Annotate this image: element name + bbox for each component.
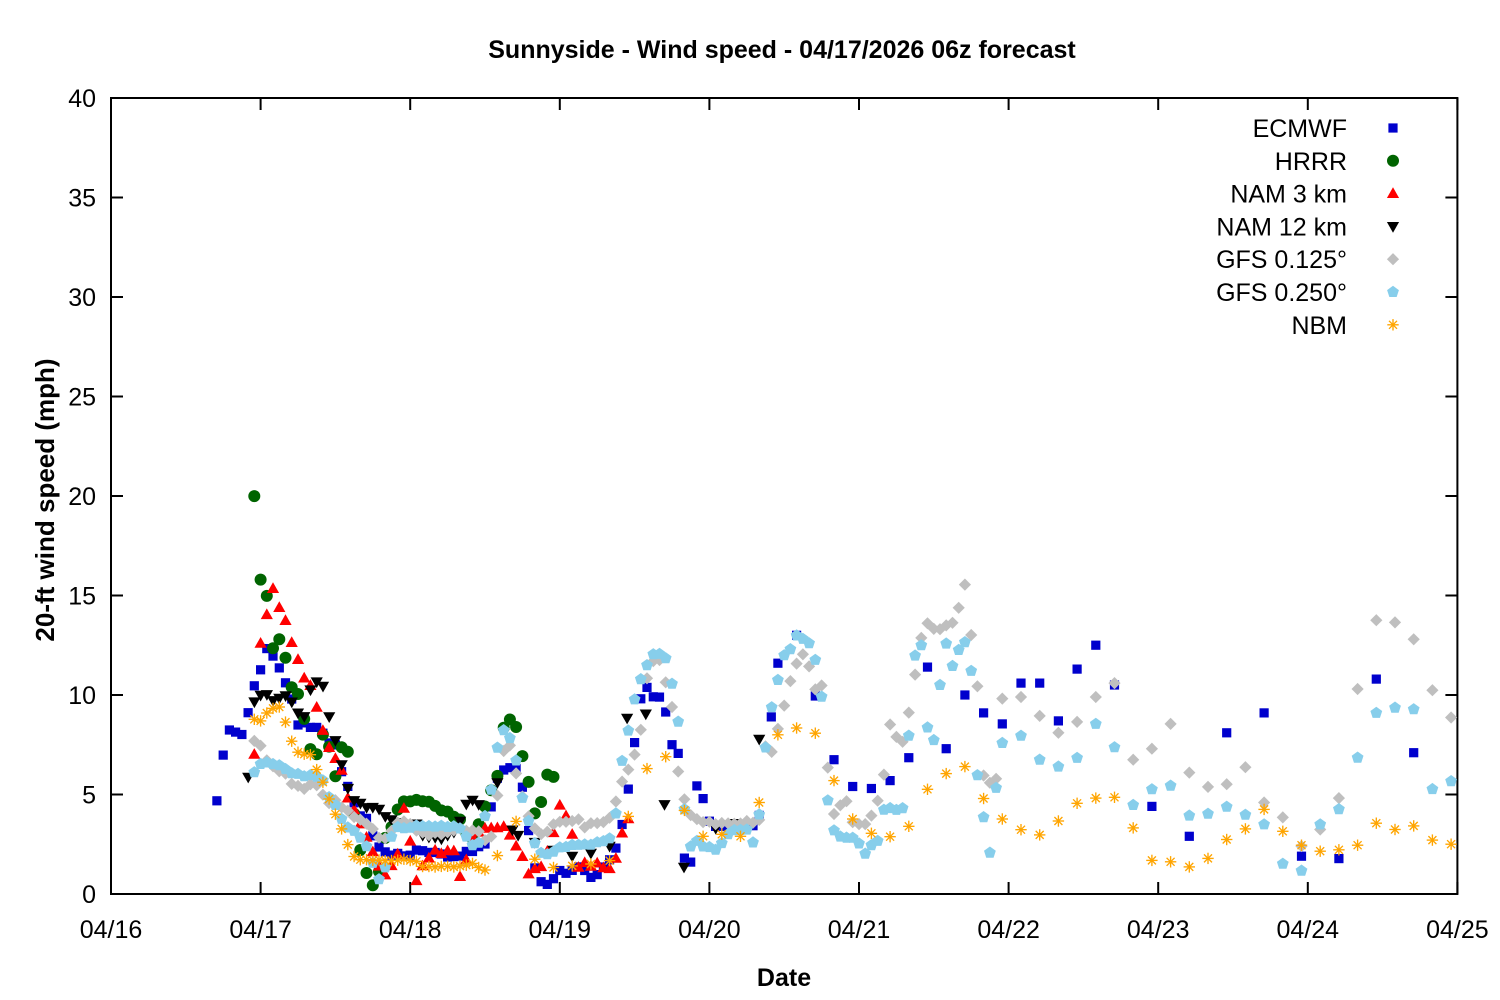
svg-text:10: 10 xyxy=(68,682,96,710)
svg-text:GFS 0.125°: GFS 0.125° xyxy=(1216,246,1347,274)
svg-text:04/22: 04/22 xyxy=(977,916,1040,944)
svg-text:04/20: 04/20 xyxy=(678,916,741,944)
svg-text:5: 5 xyxy=(82,782,96,810)
svg-text:GFS 0.250°: GFS 0.250° xyxy=(1216,279,1347,307)
svg-text:30: 30 xyxy=(68,284,96,312)
svg-text:25: 25 xyxy=(68,384,96,412)
svg-text:NAM 12 km: NAM 12 km xyxy=(1216,213,1347,241)
svg-text:NBM: NBM xyxy=(1291,312,1347,340)
svg-text:0: 0 xyxy=(82,881,96,909)
svg-text:04/23: 04/23 xyxy=(1127,916,1190,944)
svg-text:04/16: 04/16 xyxy=(80,916,143,944)
svg-text:Sunnyside - Wind speed - 04/17: Sunnyside - Wind speed - 04/17/2026 06z … xyxy=(488,36,1076,64)
svg-text:15: 15 xyxy=(68,583,96,611)
svg-text:20-ft wind speed (mph): 20-ft wind speed (mph) xyxy=(30,358,60,641)
svg-text:35: 35 xyxy=(68,185,96,213)
svg-text:04/21: 04/21 xyxy=(828,916,891,944)
svg-text:HRRR: HRRR xyxy=(1275,148,1347,176)
svg-text:Date: Date xyxy=(757,964,811,992)
svg-text:ECMWF: ECMWF xyxy=(1253,115,1347,143)
svg-text:20: 20 xyxy=(68,483,96,511)
svg-text:04/18: 04/18 xyxy=(379,916,442,944)
svg-text:NAM 3 km: NAM 3 km xyxy=(1230,181,1347,209)
svg-text:04/19: 04/19 xyxy=(529,916,592,944)
svg-text:04/25: 04/25 xyxy=(1426,916,1489,944)
svg-text:04/24: 04/24 xyxy=(1277,916,1340,944)
svg-text:40: 40 xyxy=(68,85,96,113)
svg-text:04/17: 04/17 xyxy=(229,916,292,944)
